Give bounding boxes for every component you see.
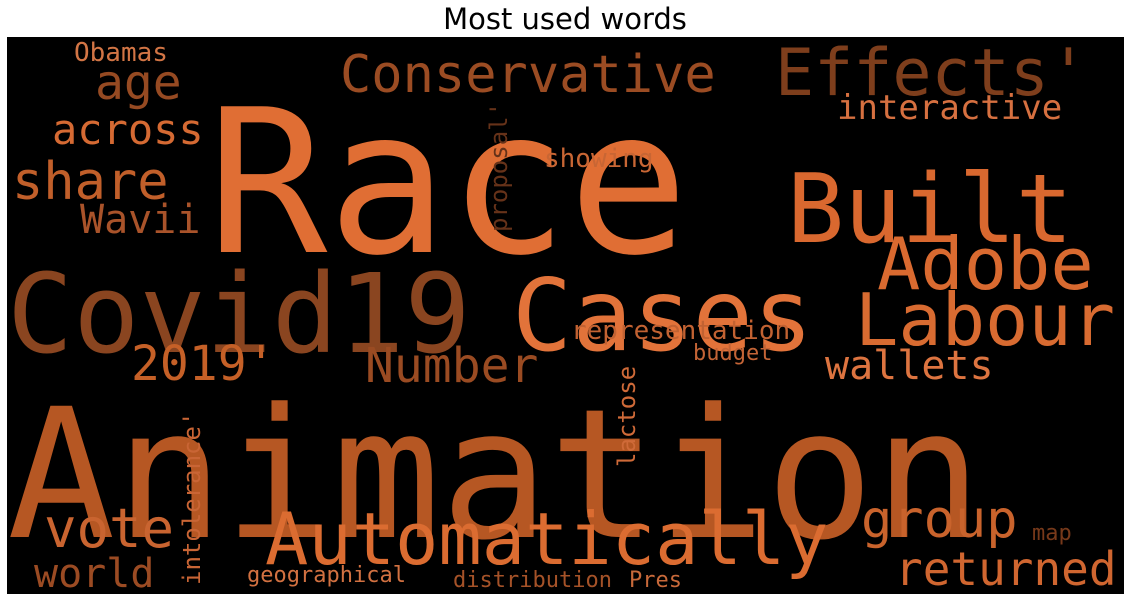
word-wallets: wallets xyxy=(825,343,994,389)
word-labour: Labour xyxy=(855,278,1115,362)
word-intolerance: intolerance' xyxy=(178,412,206,585)
word-race: Race xyxy=(207,67,689,300)
word-age: age xyxy=(95,55,182,111)
word-2019: 2019' xyxy=(131,336,276,392)
word-covid19: Covid19 xyxy=(7,250,471,378)
word-showing: showing xyxy=(544,144,654,174)
word-representation: representation xyxy=(571,316,790,346)
word-vote: vote xyxy=(44,497,174,560)
word-built: Built xyxy=(787,155,1073,265)
word-number: Number xyxy=(365,338,538,394)
word-proposal: proposal' xyxy=(485,102,513,232)
word-geographical: geographical xyxy=(247,563,406,588)
word-world: world xyxy=(34,551,154,594)
word-budget: budget xyxy=(693,341,772,366)
word-cases: Cases xyxy=(512,257,813,374)
word-effects: Effects' xyxy=(775,37,1088,111)
word-map: map xyxy=(1032,521,1072,546)
word-cloud: Race Animation Covid19 Cases Built Effects' Co… xyxy=(7,37,1124,594)
chart-title: Most used words xyxy=(443,2,687,36)
word-automatically: Automatically xyxy=(265,497,829,581)
word-share: share xyxy=(12,152,169,212)
word-group: group xyxy=(861,490,1018,550)
word-conservative: Conservative xyxy=(340,45,716,105)
word-distribution: distribution xyxy=(453,568,612,593)
word-pres: Pres xyxy=(629,568,682,593)
word-adobe: Adobe xyxy=(877,222,1094,306)
word-across: across xyxy=(52,105,204,154)
word-interactive: interactive xyxy=(837,88,1062,128)
word-lactose: lactose xyxy=(613,366,641,467)
word-obamas: Obamas xyxy=(74,38,168,68)
word-wavii: Wavii xyxy=(80,197,200,243)
word-animation: Animation xyxy=(7,371,982,580)
word-returned: returned xyxy=(895,542,1117,594)
